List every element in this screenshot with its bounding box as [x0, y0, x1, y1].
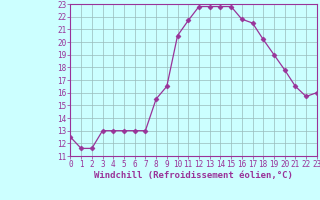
X-axis label: Windchill (Refroidissement éolien,°C): Windchill (Refroidissement éolien,°C) — [94, 171, 293, 180]
